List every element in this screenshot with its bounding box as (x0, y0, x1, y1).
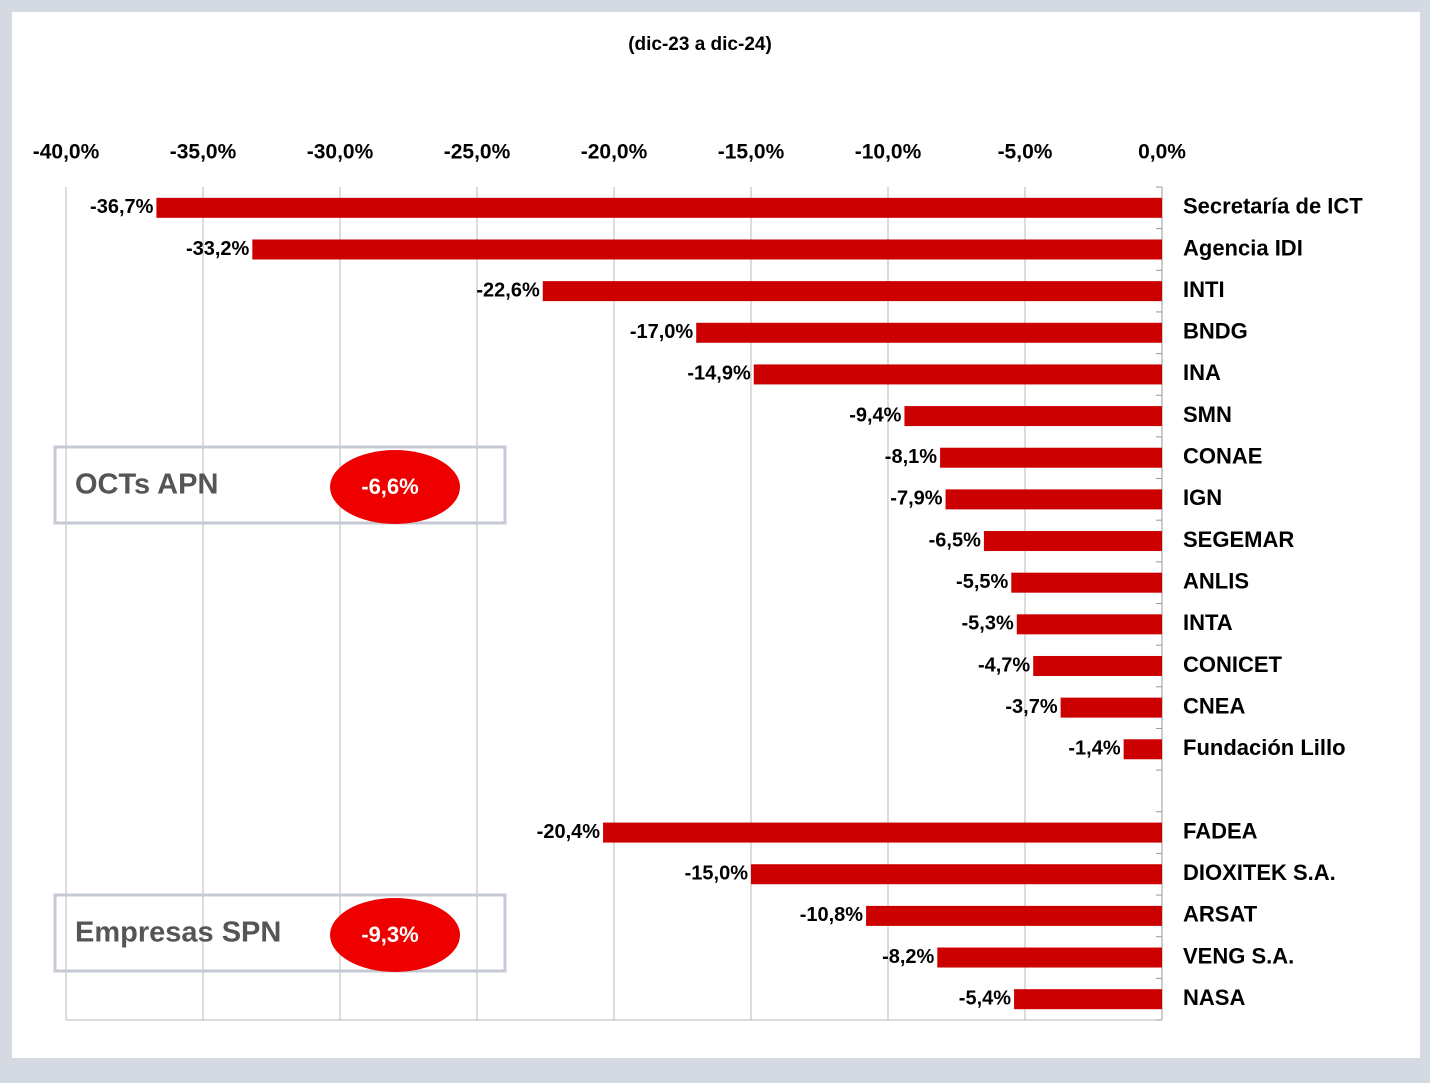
bar (1033, 655, 1162, 676)
y-tick-label: FADEA (1183, 818, 1258, 843)
value-label: -14,9% (687, 363, 751, 385)
annotation-value: -6,6% (361, 474, 418, 499)
x-tick-label: -15,0% (718, 141, 785, 164)
bar (945, 489, 1162, 510)
bar (751, 864, 1162, 885)
annotation-box (53, 893, 507, 973)
bar (904, 406, 1162, 427)
value-label: -1,4% (1068, 738, 1120, 760)
value-label: -36,7% (90, 196, 154, 218)
value-label: -33,2% (186, 238, 250, 260)
annotation-badge (330, 450, 460, 524)
y-tick-label: SEGEMAR (1183, 527, 1294, 552)
value-label: -22,6% (476, 279, 540, 301)
value-label: -5,4% (959, 987, 1011, 1009)
value-label: -20,4% (537, 821, 601, 843)
bar (1014, 989, 1162, 1010)
x-tick-label: -30,0% (307, 141, 374, 164)
y-tick-label: DIOXITEK S.A. (1183, 860, 1336, 885)
y-tick-label: ARSAT (1183, 902, 1258, 927)
panel (12, 12, 1420, 1058)
x-tick-label: -40,0% (33, 141, 100, 164)
bar (1011, 572, 1162, 593)
bar (542, 281, 1162, 302)
value-label: -15,0% (685, 863, 749, 885)
value-label: -5,3% (962, 613, 1014, 635)
x-tick-label: -5,0% (998, 141, 1053, 164)
bar (603, 822, 1162, 843)
y-tick-label: IGN (1183, 485, 1222, 510)
value-label: -5,5% (956, 571, 1008, 593)
bar (983, 531, 1162, 552)
bar (753, 364, 1162, 385)
bar (696, 322, 1162, 343)
y-tick-label: INA (1183, 360, 1221, 385)
x-tick-label: -35,0% (170, 141, 237, 164)
bar (1016, 614, 1162, 635)
annotation-box (53, 445, 507, 525)
y-tick-label: BNDG (1183, 319, 1248, 344)
annotation-label: Empresas SPN (75, 917, 281, 949)
y-tick-label: INTA (1183, 610, 1233, 635)
annotation-value: -9,3% (361, 922, 418, 947)
y-tick-label: Fundación Lillo (1183, 735, 1346, 760)
value-label: -8,1% (885, 446, 937, 468)
y-tick-label: CONICET (1183, 652, 1283, 677)
bar (1123, 739, 1162, 760)
y-tick-label: INTI (1183, 277, 1225, 302)
y-tick-label: NASA (1183, 985, 1245, 1010)
x-tick-label: -20,0% (581, 141, 648, 164)
annotation-badge (330, 898, 460, 972)
y-tick-label: Secretaría de ICT (1183, 194, 1363, 219)
value-label: -3,7% (1005, 696, 1057, 718)
bar (940, 447, 1162, 468)
x-tick-label: 0,0% (1138, 141, 1186, 164)
y-tick-label: SMN (1183, 402, 1232, 427)
annotation-label: OCTs APN (75, 469, 218, 501)
y-tick-label: VENG S.A. (1183, 943, 1294, 968)
value-label: -7,9% (890, 488, 942, 510)
y-tick-label: ANLIS (1183, 568, 1249, 593)
value-label: -9,4% (849, 404, 901, 426)
x-tick-label: -10,0% (855, 141, 922, 164)
y-tick-label: CONAE (1183, 444, 1262, 469)
value-label: -17,0% (630, 321, 694, 343)
value-label: -8,2% (882, 946, 934, 968)
bar (866, 905, 1162, 926)
value-label: -4,7% (978, 654, 1030, 676)
value-label: -10,8% (800, 904, 864, 926)
bar (937, 947, 1162, 968)
bar (156, 197, 1163, 218)
value-label: -6,5% (929, 529, 981, 551)
bar (252, 239, 1162, 260)
chart-title: (dic-23 a dic-24) (628, 34, 772, 55)
y-tick-label: CNEA (1183, 693, 1245, 718)
x-tick-label: -25,0% (444, 141, 511, 164)
y-tick-label: Agencia IDI (1183, 235, 1303, 260)
bar (1060, 697, 1162, 718)
